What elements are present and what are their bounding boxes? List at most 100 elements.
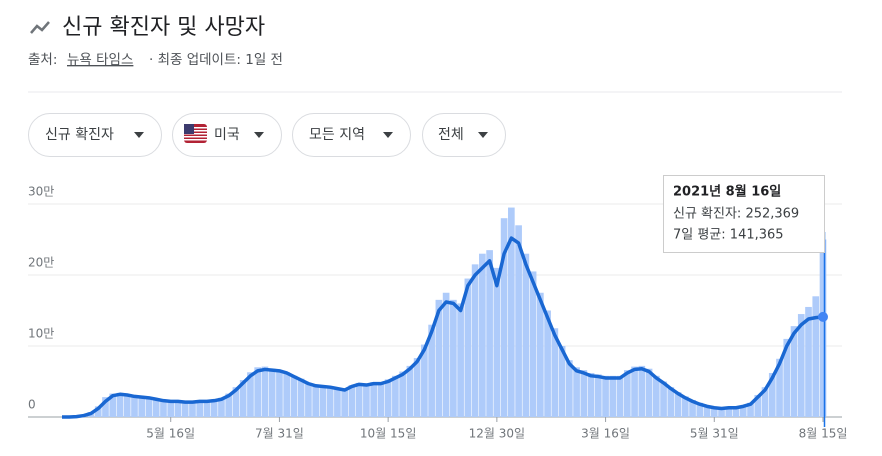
bar [667, 387, 675, 417]
bar [203, 400, 211, 417]
bar [652, 375, 660, 417]
bar [544, 310, 551, 417]
bar [123, 394, 131, 417]
bar [261, 366, 269, 417]
bar [421, 344, 428, 417]
us-flag [184, 124, 207, 143]
bar [464, 278, 472, 417]
bar [486, 250, 493, 417]
bar [747, 402, 754, 417]
button-bg [422, 113, 506, 157]
bar [102, 397, 109, 417]
title: 신규 확진자 및 사망자 [62, 15, 265, 40]
bar [754, 394, 762, 417]
x-tick-label: 10월 15일 [360, 427, 416, 441]
x-tick-label: 12월 30일 [469, 427, 525, 441]
bar [522, 253, 530, 417]
bar [631, 366, 638, 417]
bar [732, 407, 740, 417]
bar [718, 407, 725, 417]
button-bg [292, 113, 411, 157]
bar [573, 367, 580, 417]
bar [790, 326, 798, 417]
tooltip-line: 신규 확진자: 252,369 [673, 207, 799, 222]
bar [210, 399, 218, 417]
bar [776, 358, 783, 417]
bar [761, 387, 769, 417]
bar [334, 387, 341, 417]
tooltip-line: 7일 평균: 141,365 [673, 228, 784, 243]
source-label: 출처: [28, 52, 57, 68]
bar [515, 225, 522, 417]
bar [623, 370, 631, 417]
bar [392, 375, 399, 417]
bar [457, 303, 464, 417]
bar [450, 299, 457, 417]
bar [160, 399, 167, 417]
hover-dot [818, 311, 828, 322]
filter-button[interactable]: 모든 지역 [292, 113, 411, 157]
bar [508, 207, 515, 417]
button-label: 신규 확진자 [45, 127, 114, 143]
bar [805, 306, 812, 417]
y-tick-label: 0 [28, 398, 36, 412]
bar [189, 401, 196, 417]
filter-button[interactable]: 미국 [172, 113, 282, 157]
bar [167, 400, 175, 417]
bar [109, 393, 117, 417]
bar [138, 396, 146, 417]
bar [797, 314, 805, 417]
bar [196, 400, 204, 417]
bar [587, 372, 595, 417]
chart: 0 10만 20만 30만 5월 16일 7월 31일 10월 15일 12월 30일 3월 1… [28, 185, 847, 441]
bar [370, 382, 377, 417]
y-tick-label: 30만 [28, 185, 54, 199]
bar [181, 401, 189, 417]
bar [471, 264, 479, 417]
y-tick-label: 20만 [28, 256, 54, 270]
button-label: 미국 [214, 127, 240, 143]
updated: · 최종 업데이트: 1일 전 [149, 52, 283, 68]
bar [152, 398, 160, 417]
bar [384, 379, 392, 417]
bar [660, 381, 667, 417]
bar [268, 368, 276, 417]
bar [254, 367, 262, 417]
bar [493, 267, 501, 417]
bar [602, 375, 609, 417]
tooltip-bg [663, 175, 825, 253]
x-tick-label: 7월 31일 [255, 427, 304, 441]
bar [500, 218, 508, 417]
button-label: 전체 [438, 127, 464, 143]
bar [812, 296, 820, 417]
bar [645, 368, 653, 417]
source-link[interactable]: 뉴욕 타임스 [67, 52, 133, 68]
bar [696, 402, 704, 417]
bar [305, 382, 312, 417]
bar [297, 378, 305, 417]
bar [319, 385, 327, 417]
bar [283, 372, 291, 417]
dropdown-arrow [383, 132, 393, 138]
x-tick-label: 5월 31일 [690, 427, 739, 441]
bar [442, 292, 450, 417]
bar [689, 399, 696, 417]
bar [638, 365, 646, 417]
bar [276, 370, 283, 417]
bar [225, 393, 233, 417]
bar [565, 360, 573, 417]
bar [479, 253, 486, 417]
filter-button[interactable]: 신규 확진자 [28, 113, 162, 157]
bar [131, 395, 138, 417]
bar [681, 396, 689, 417]
x-tick-label: 8월 15일 [799, 427, 848, 441]
bar [783, 338, 791, 417]
bar [558, 346, 566, 417]
trend-icon [30, 21, 50, 34]
bar [94, 406, 102, 417]
filter-button[interactable]: 전체 [422, 113, 506, 157]
bar [703, 405, 711, 417]
bar [819, 239, 827, 417]
